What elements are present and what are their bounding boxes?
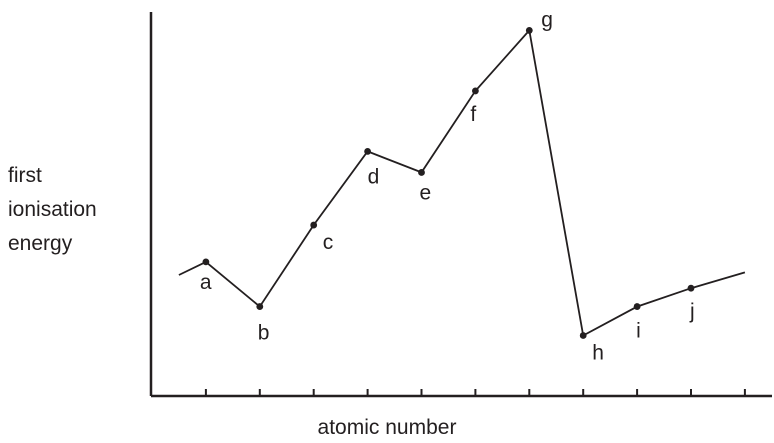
data-point-label-a: a <box>200 271 212 294</box>
data-point-label-b: b <box>258 322 270 345</box>
y-axis-label-line-3: energy <box>8 232 73 255</box>
data-point-j <box>687 284 695 292</box>
data-point-labels: a b c d e f g h i j <box>200 8 695 364</box>
data-point-label-c: c <box>323 231 334 254</box>
y-axis-label-line-1: first <box>8 164 42 187</box>
data-point-h <box>579 332 587 339</box>
data-point-label-f: f <box>470 103 476 126</box>
data-points <box>202 27 695 339</box>
data-point-label-d: d <box>368 165 380 188</box>
data-point-label-j: j <box>689 300 695 323</box>
data-point-i <box>633 303 641 310</box>
data-point-d <box>364 148 371 155</box>
series-line <box>178 28 746 337</box>
data-point-a <box>202 258 210 266</box>
y-axis-label-line-2: ionisation <box>8 198 97 221</box>
data-point-f <box>472 87 479 95</box>
data-point-g <box>525 27 533 34</box>
x-axis-ticks <box>204 389 746 396</box>
data-point-c <box>310 221 318 229</box>
x-axis-label: atomic number <box>317 416 457 439</box>
data-point-e <box>418 169 425 176</box>
data-point-label-e: e <box>420 181 432 204</box>
data-point-label-i: i <box>636 320 641 343</box>
data-point-b <box>256 303 264 310</box>
data-point-label-g: g <box>541 8 553 31</box>
data-point-label-h: h <box>592 342 604 365</box>
